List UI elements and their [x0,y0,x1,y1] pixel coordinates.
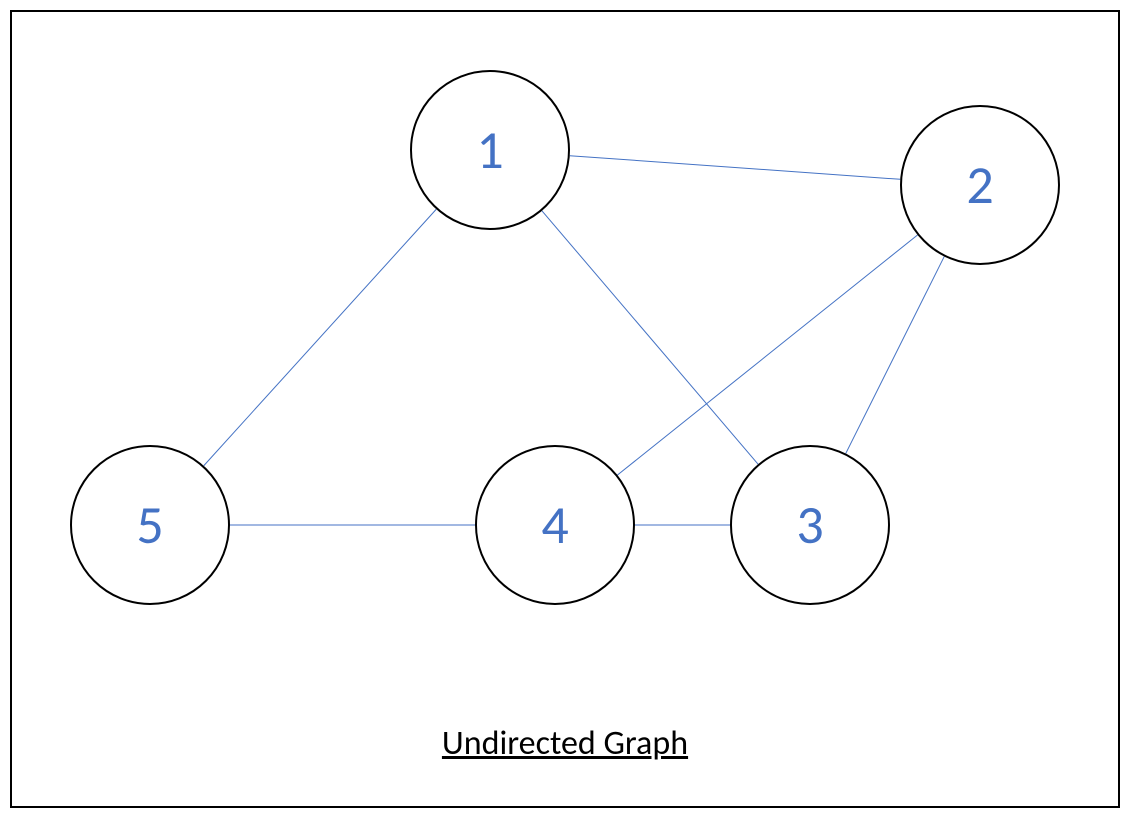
node-label: 4 [541,492,568,558]
node-label: 1 [476,117,503,183]
node-label: 3 [796,492,823,558]
graph-node-5: 5 [70,445,230,605]
edge-n1-n3 [542,211,758,464]
edge-n2-n3 [846,257,944,454]
graph-node-2: 2 [900,105,1060,265]
node-label: 5 [136,492,163,558]
graph-node-1: 1 [410,70,570,230]
graph-node-3: 3 [730,445,890,605]
edge-n1-n5 [204,209,437,465]
node-label: 2 [966,152,993,218]
edge-n1-n2 [570,156,900,180]
diagram-title: Undirected Graph [0,723,1130,764]
graph-node-4: 4 [475,445,635,605]
edge-n2-n4 [617,235,917,475]
